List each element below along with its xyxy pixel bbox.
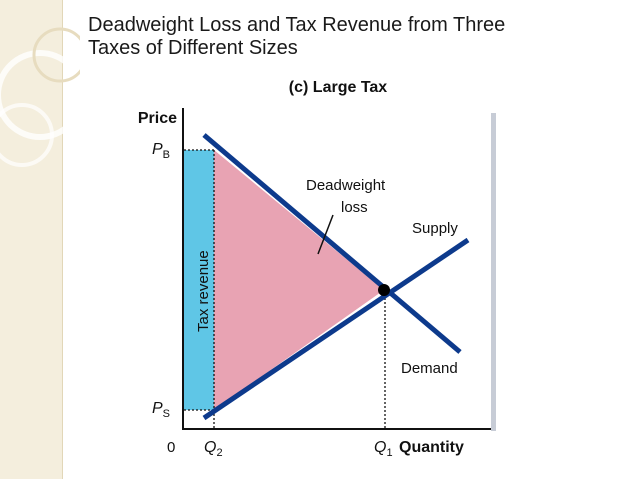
q1-label: Q1	[374, 439, 393, 459]
tax-revenue-area	[184, 150, 214, 410]
y-axis-label: Price	[138, 110, 177, 127]
deadweight-loss-area	[214, 150, 384, 410]
supply-curve	[202, 237, 470, 421]
slide-title: Deadweight Loss and Tax Revenue from Thr…	[88, 14, 608, 60]
deadweight-label-line-1: Deadweight	[306, 177, 386, 194]
x-axis-label: Quantity	[399, 439, 464, 456]
slide-title-line-2: Taxes of Different Sizes	[88, 37, 298, 59]
deadweight-pointer	[317, 214, 334, 255]
tax-revenue-label: Tax revenue	[195, 250, 212, 332]
supply-label: Supply	[412, 220, 458, 237]
origin-label: 0	[167, 439, 175, 456]
panel-title: (c) Large Tax	[289, 79, 388, 96]
demand-curve	[202, 133, 462, 354]
equilibrium-point	[378, 284, 390, 296]
slide-title-line-1: Deadweight Loss and Tax Revenue from Thr…	[88, 14, 506, 36]
deadweight-label-line-2: loss	[341, 199, 368, 216]
demand-label: Demand	[401, 360, 458, 377]
q2-label: Q2	[204, 439, 223, 459]
ps-label: PS	[152, 400, 170, 420]
slide-background-decoration	[0, 0, 80, 479]
pb-label: PB	[152, 141, 170, 161]
